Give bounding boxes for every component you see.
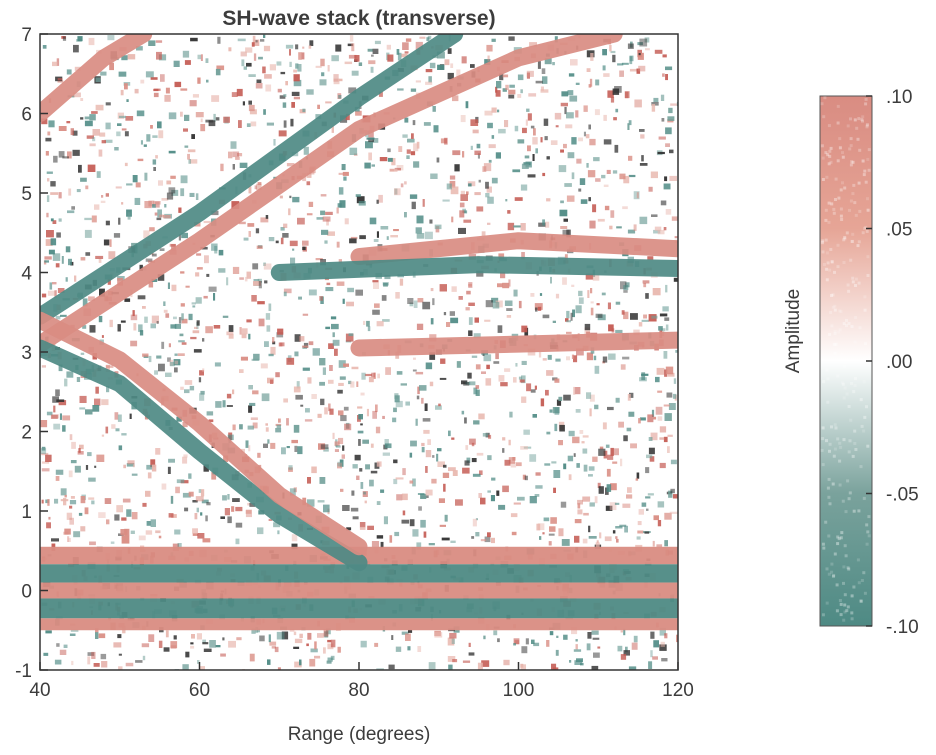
y-axis: -1 0 1 2 3 4 5 6 7: [15, 25, 48, 682]
colorbar-tick-label-4: -.10: [886, 617, 919, 638]
phase-4: [40, 34, 153, 122]
y-tick-label-2: 1: [21, 502, 32, 523]
y-tick-label-4: 3: [21, 343, 32, 364]
phase-layer: [40, 34, 678, 631]
x-axis: 40 60 80 100 120: [29, 662, 694, 701]
x-tick-label-4: 120: [662, 680, 694, 701]
x-tick-label-3: 100: [503, 680, 535, 701]
flat-band-1: [40, 564, 678, 583]
x-tick-label-2: 80: [348, 680, 369, 701]
flat-band-3: [40, 598, 678, 619]
y-tick-label-3: 2: [21, 423, 32, 444]
phase-6: [350, 331, 678, 357]
y-tick-label-8: 7: [21, 25, 32, 46]
phase-5: [350, 232, 678, 266]
colorbar-tick-label-0: .10: [886, 87, 912, 108]
y-tick-label-0: -1: [15, 661, 32, 682]
flat-band-2: [40, 582, 678, 599]
colorbar-tick-label-2: .00: [886, 352, 912, 373]
colorbar-tick-label-3: -.05: [886, 485, 919, 506]
y-tick-label-6: 5: [21, 184, 32, 205]
y-tick-label-1: 0: [21, 582, 32, 603]
colorbar-bar: [819, 95, 873, 627]
phase-2: [40, 339, 368, 572]
colorbar-tick-label-1: .05: [886, 220, 912, 241]
flat-band-4: [40, 618, 678, 631]
x-axis-label: Range (degrees): [288, 724, 431, 745]
phase-0: [40, 34, 623, 353]
y-tick-label-7: 6: [21, 105, 32, 126]
colorbar-label: Amplitude: [783, 289, 804, 374]
colorbar-ticks: .10 .05 .00 -.05 -.10: [866, 87, 919, 638]
colorbar-texture: [820, 96, 871, 622]
chart-title: SH-wave stack (transverse): [222, 7, 495, 30]
phase-1: [40, 34, 464, 325]
y-tick-label-5: 4: [21, 264, 32, 285]
phase-3: [40, 311, 368, 556]
colorbar: .10 .05 .00 -.05 -.10 Amplitude: [783, 87, 919, 638]
x-tick-label-0: 40: [29, 680, 50, 701]
x-tick-label-1: 60: [189, 680, 210, 701]
phase-7: [270, 256, 678, 281]
plot-area: [40, 34, 678, 670]
